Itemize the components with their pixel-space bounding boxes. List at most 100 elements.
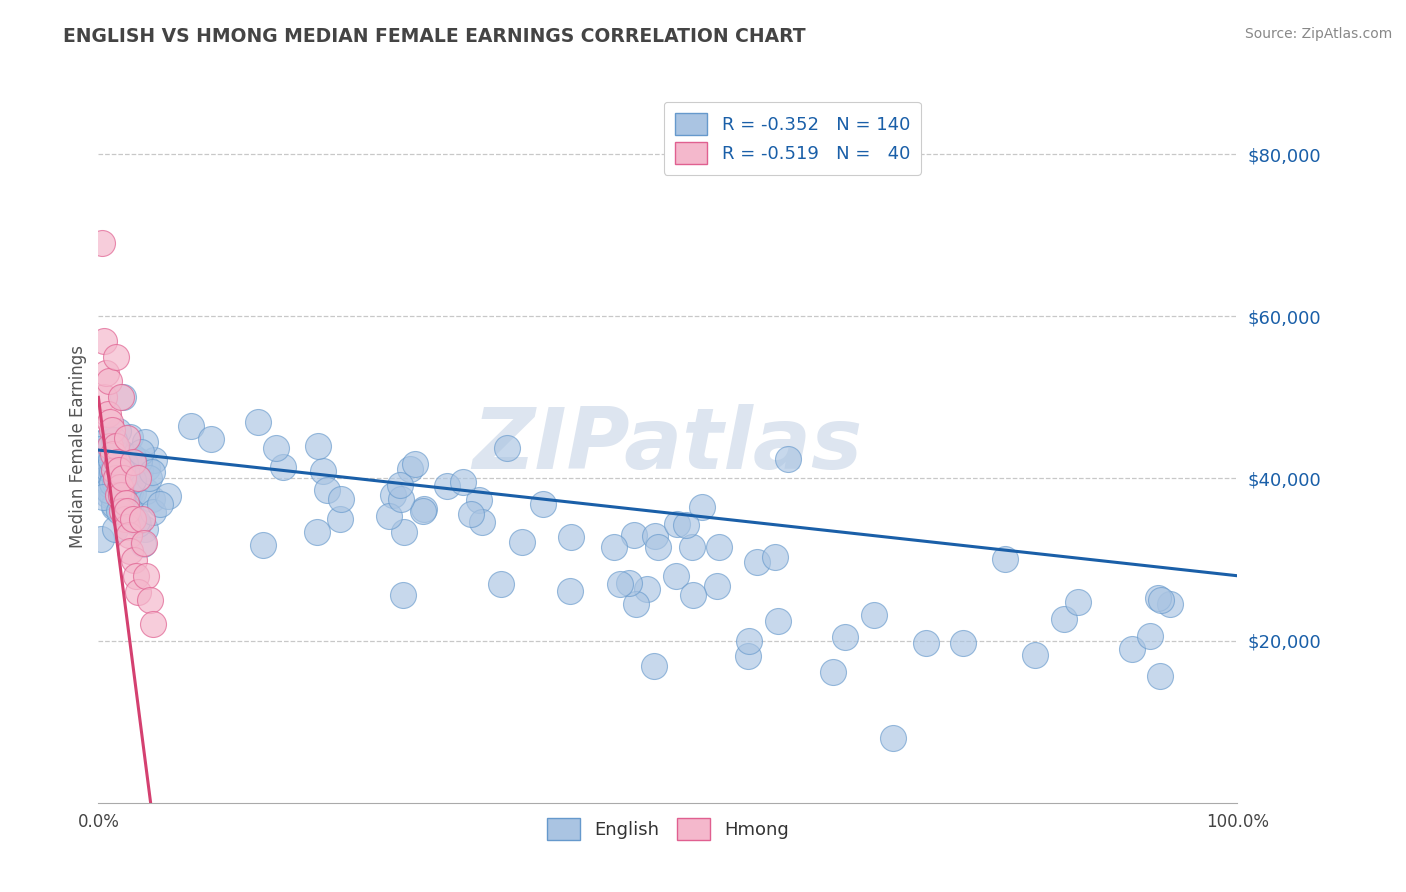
Point xyxy=(617,575,640,590)
Point xyxy=(330,491,353,506)
Point xyxy=(404,457,426,471)
Point xyxy=(1149,669,1171,683)
Point xyxy=(389,491,412,506)
Point xyxy=(141,465,163,479)
Point xyxy=(246,416,269,430)
Point xyxy=(112,390,135,404)
Point xyxy=(1147,591,1170,606)
Point xyxy=(129,445,152,459)
Point xyxy=(125,568,148,582)
Point xyxy=(737,649,759,664)
Point xyxy=(101,475,124,490)
Point xyxy=(489,577,512,591)
Legend: English, Hmong: English, Hmong xyxy=(540,811,796,847)
Point xyxy=(157,489,180,503)
Point xyxy=(382,488,405,502)
Point xyxy=(138,593,160,607)
Point xyxy=(1159,597,1181,611)
Point xyxy=(609,577,631,591)
Text: ZIPatlas: ZIPatlas xyxy=(472,404,863,488)
Point xyxy=(120,502,142,516)
Point xyxy=(412,502,434,516)
Point xyxy=(778,452,800,467)
Point xyxy=(89,472,111,486)
Point xyxy=(108,504,131,518)
Point xyxy=(103,500,125,514)
Point xyxy=(104,471,127,485)
Point xyxy=(738,634,761,648)
Point xyxy=(496,442,519,456)
Point xyxy=(121,485,143,500)
Point xyxy=(114,458,136,472)
Point xyxy=(1024,648,1046,663)
Point xyxy=(823,665,845,680)
Point xyxy=(399,462,422,476)
Point xyxy=(142,617,165,632)
Point xyxy=(103,463,125,477)
Point xyxy=(994,552,1017,566)
Y-axis label: Median Female Earnings: Median Female Earnings xyxy=(69,344,87,548)
Point xyxy=(952,636,974,650)
Text: ENGLISH VS HMONG MEDIAN FEMALE EARNINGS CORRELATION CHART: ENGLISH VS HMONG MEDIAN FEMALE EARNINGS … xyxy=(63,27,806,45)
Point xyxy=(111,493,134,508)
Point xyxy=(93,472,115,486)
Point xyxy=(120,430,142,444)
Point xyxy=(623,528,645,542)
Point xyxy=(125,514,148,528)
Point xyxy=(104,350,127,364)
Point xyxy=(97,483,120,498)
Point xyxy=(121,512,143,526)
Point xyxy=(115,520,138,534)
Point xyxy=(558,583,581,598)
Point xyxy=(98,415,121,429)
Point xyxy=(200,432,222,446)
Point xyxy=(647,540,669,554)
Point xyxy=(603,541,626,555)
Point xyxy=(103,434,125,448)
Point xyxy=(329,512,352,526)
Point xyxy=(766,614,789,628)
Point xyxy=(101,423,124,437)
Point xyxy=(134,522,156,536)
Point xyxy=(560,530,582,544)
Point xyxy=(112,489,135,503)
Point xyxy=(104,522,127,536)
Point xyxy=(626,597,648,611)
Point xyxy=(98,477,121,491)
Point xyxy=(834,631,856,645)
Point xyxy=(96,366,118,380)
Point xyxy=(451,475,474,489)
Point xyxy=(138,471,160,485)
Point xyxy=(103,499,125,513)
Point xyxy=(111,504,134,518)
Point xyxy=(118,484,141,499)
Point xyxy=(97,432,120,446)
Point xyxy=(643,659,665,673)
Point xyxy=(1139,629,1161,643)
Point xyxy=(378,509,401,524)
Point xyxy=(128,454,150,468)
Point xyxy=(533,497,555,511)
Point xyxy=(252,538,274,552)
Point xyxy=(675,518,697,533)
Point xyxy=(112,448,135,462)
Point xyxy=(100,464,122,478)
Point xyxy=(665,569,688,583)
Point xyxy=(882,731,904,745)
Point xyxy=(91,490,114,504)
Point xyxy=(93,334,115,348)
Point xyxy=(111,446,134,460)
Point xyxy=(636,582,658,596)
Point xyxy=(392,525,415,540)
Point xyxy=(103,447,125,461)
Point xyxy=(89,469,111,483)
Point xyxy=(863,607,886,622)
Point xyxy=(90,436,112,450)
Point xyxy=(114,512,136,526)
Point xyxy=(89,442,111,457)
Point xyxy=(90,236,112,251)
Point xyxy=(127,585,149,599)
Point xyxy=(1067,595,1090,609)
Point xyxy=(682,588,704,602)
Point xyxy=(512,535,534,549)
